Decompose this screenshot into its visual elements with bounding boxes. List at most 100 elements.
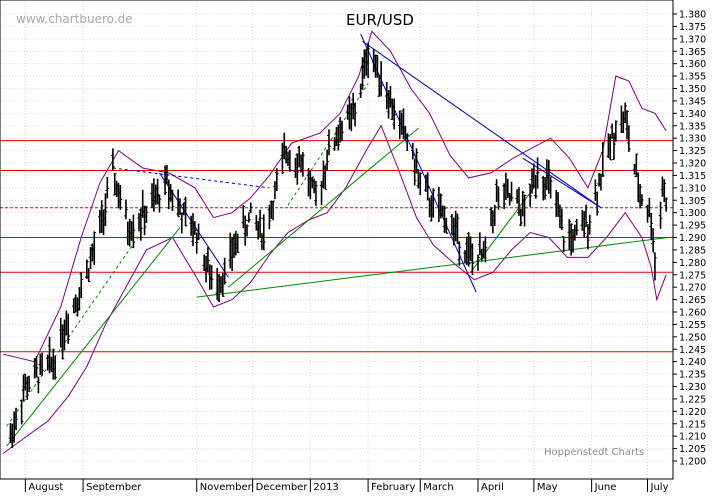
ohlc-bar [325, 149, 329, 171]
bollinger-upper-line [2, 30, 667, 363]
ohlc-bar [105, 176, 110, 199]
y-tick-label: 1.355 [679, 72, 706, 83]
ohlc-bar [170, 189, 175, 211]
ohlc-bar [375, 54, 380, 78]
y-tick-label: 1.280 [679, 258, 706, 269]
ohlc-bar [51, 348, 56, 380]
ohlc-bar [53, 355, 57, 380]
y-tick-label: 1.295 [679, 221, 706, 232]
y-tick-label: 1.265 [679, 295, 706, 306]
ohlc-bar [245, 224, 249, 237]
y-tick-label: 1.260 [679, 308, 706, 319]
ohlc-bar [625, 110, 629, 140]
ohlc-bar [614, 120, 618, 142]
ohlc-bar [366, 42, 370, 78]
ohlc-bar [418, 172, 423, 196]
ohlc-bar [662, 179, 667, 203]
ohlc-bar [275, 168, 279, 191]
x-axis: August September November December 2013 Febru… [24, 479, 669, 493]
x-tick-label: 2013 [313, 482, 338, 492]
ohlc-bar [301, 152, 305, 177]
ohlc-bar [194, 232, 199, 254]
ohlc-bar [209, 265, 214, 290]
bollinger-lower-line [2, 124, 667, 454]
y-tick-label: 1.230 [679, 382, 706, 393]
ohlc-bar [295, 153, 300, 185]
ohlc-bar [582, 211, 586, 238]
chart-title: EUR/USD [346, 11, 414, 29]
ohlc-bar [431, 188, 436, 218]
trend-line [228, 127, 419, 288]
y-tick-label: 1.215 [679, 419, 706, 430]
ohlc-bar [47, 336, 52, 374]
ohlc-bar [438, 193, 443, 219]
ohlc-bar [139, 208, 143, 241]
ohlc-bar [327, 129, 331, 156]
x-tick-label: May [537, 482, 558, 492]
ohlc-bar [176, 189, 180, 218]
ohlc-bar [193, 221, 197, 235]
y-tick-label: 1.300 [679, 208, 706, 219]
ohlc-bar [509, 181, 514, 202]
ohlc-bar [414, 148, 419, 174]
ohlc-bar [649, 213, 654, 241]
ohlc-bar [99, 200, 104, 234]
y-tick-label: 1.245 [679, 345, 706, 356]
ohlc-bar [586, 224, 590, 250]
y-tick-label: 1.340 [679, 109, 706, 120]
x-tick-label: February [371, 482, 415, 492]
horizontal-levels [0, 140, 673, 353]
y-tick-label: 1.220 [679, 407, 706, 418]
ohlc-bar [392, 98, 396, 130]
ohlc-bar [627, 125, 631, 152]
ohlc-bar [40, 352, 44, 376]
ohlc-bar [79, 272, 84, 299]
watermark: www.chartbuero.de [16, 12, 133, 26]
y-tick-label: 1.290 [679, 233, 706, 244]
ohlc-bar [222, 257, 227, 285]
ohlc-bar [243, 215, 247, 246]
ohlc-bar [567, 219, 572, 250]
y-tick-label: 1.235 [679, 370, 706, 381]
ohlc-bar [528, 183, 532, 207]
trend-line [196, 237, 669, 298]
y-tick-label: 1.325 [679, 146, 706, 157]
ohlc-bar [489, 207, 493, 227]
ohlc-bar [593, 179, 598, 201]
ohlc-bar [142, 205, 147, 236]
ohlc-bar [412, 158, 417, 186]
credit-label: Hoppenstedt Charts [544, 447, 644, 458]
ohlc-bar [397, 110, 402, 140]
y-tick-label: 1.305 [679, 196, 706, 207]
ohlc-bar [584, 204, 588, 228]
ohlc-bar [405, 133, 410, 152]
y-tick-label: 1.365 [679, 47, 706, 58]
ohlc-bar [411, 142, 415, 160]
trend-line [112, 167, 270, 189]
y-tick-label: 1.345 [679, 96, 706, 107]
ohlc-bar [520, 190, 525, 217]
ohlc-bar [112, 172, 117, 196]
ohlc-bar [118, 184, 123, 210]
ohlc-bar [235, 233, 240, 254]
x-tick-label: July [650, 482, 669, 492]
x-tick-label: June [594, 482, 617, 492]
ohlc-bar [640, 194, 644, 206]
trend-line [522, 157, 602, 209]
ohlc-bar [288, 149, 292, 172]
ohlc-bar [623, 102, 627, 124]
y-tick-label: 1.330 [679, 134, 706, 145]
y-tick-label: 1.320 [679, 159, 706, 170]
ohlc-bar [574, 218, 579, 236]
y-tick-label: 1.205 [679, 444, 706, 455]
ohlc-bar [248, 202, 253, 214]
ohlc-bar [183, 196, 188, 227]
y-tick-label: 1.380 [679, 10, 706, 21]
ohlc-bar [519, 208, 523, 227]
ohlc-bar [280, 142, 285, 175]
price-bars [8, 42, 668, 448]
ohlc-bar [310, 176, 315, 189]
ohlc-bar [560, 208, 564, 231]
